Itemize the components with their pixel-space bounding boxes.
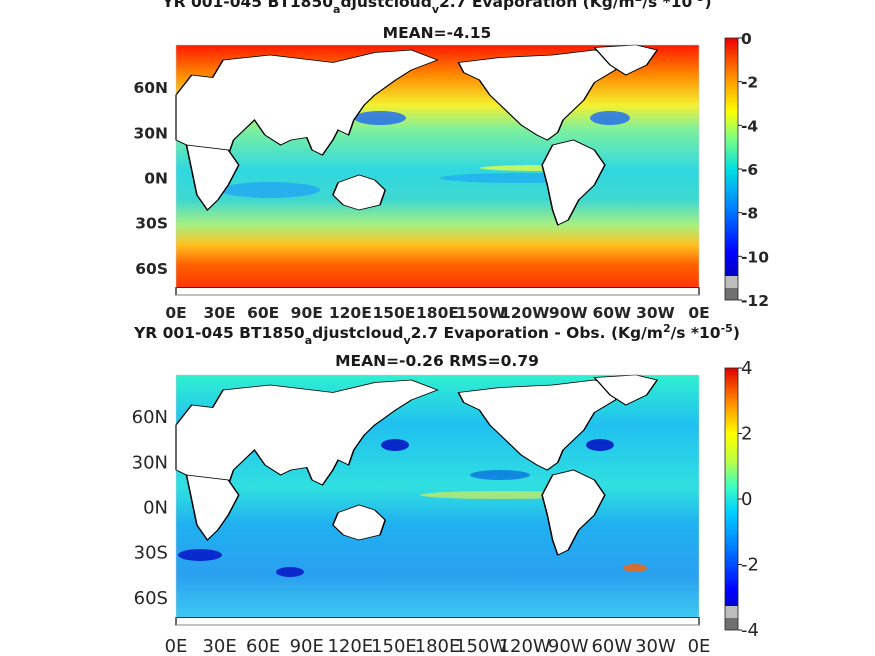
top-x-tick-label: 150W [456, 304, 505, 322]
top-y-tick-label: 60N [133, 79, 168, 97]
bottom-colorbar-gradient [725, 368, 738, 630]
top-gulfstream-feature [590, 111, 630, 125]
bottom-colorbar-tick-label: -2 [741, 555, 759, 576]
bottom-y-tick-label: 0N [143, 498, 168, 519]
top-x-tick-label: 0E [165, 304, 186, 322]
bottom-x-tick-label: 30E [202, 636, 236, 656]
top-indian-feature [220, 182, 320, 198]
top-colorbar-tick-label: -4 [741, 117, 758, 135]
top-panel: YR 001-045 BT1850adjustcloudv2.7 Evapora… [133, 0, 769, 322]
bottom-south-indian-feature [276, 567, 304, 577]
top-x-tick-label: 30E [203, 304, 235, 322]
top-colorbar-missing-dark [725, 288, 738, 300]
top-y-axis: 60N 30N 0N 30S 60S [133, 79, 168, 278]
top-x-tick-label: 150E [372, 304, 415, 322]
top-colorbar [724, 37, 739, 301]
top-x-tick-label: 90E [291, 304, 323, 322]
bottom-itcz-high [420, 491, 580, 499]
top-y-tick-label: 0N [144, 170, 168, 188]
top-colorbar-tick-label: -10 [741, 248, 769, 266]
top-colorbar-missing-light [725, 276, 738, 288]
top-x-tick-label: 120E [329, 304, 372, 322]
top-colorbar-tick-label: -8 [741, 205, 758, 223]
bottom-colorbar-tick-label: -4 [741, 620, 759, 641]
bottom-gulfstream-feature [586, 439, 614, 451]
bottom-x-tick-label: 180E [415, 636, 461, 656]
bottom-colorbar-tick-label: 0 [741, 489, 752, 510]
top-x-tick-label: 0E [688, 304, 709, 322]
top-kuroshio-feature [354, 111, 406, 125]
bottom-x-tick-label: 150E [371, 636, 417, 656]
bottom-x-tick-label: 120W [499, 636, 551, 656]
top-x-tick-label: 180E [416, 304, 459, 322]
bottom-x-tick-label: 0E [688, 636, 711, 656]
bottom-colorbar-tick-label: 2 [741, 424, 752, 445]
bottom-colorbar-ticks: 4 2 0 -2 -4 [738, 358, 759, 641]
bottom-subtitle: MEAN=-0.26 RMS=0.79 [335, 352, 539, 370]
top-subtitle: MEAN=-4.15 [383, 24, 492, 42]
bottom-y-tick-label: 60N [132, 407, 168, 428]
bottom-x-tick-label: 150W [455, 636, 507, 656]
bottom-x-tick-label: 60E [246, 636, 280, 656]
top-colorbar-tick-label: -2 [741, 74, 758, 92]
bottom-agulhas-feature [178, 549, 222, 561]
bottom-title: YR 001-045 BT1850adjustcloudv2.7 Evapora… [133, 322, 740, 347]
bottom-brazil-current-feature [623, 564, 647, 572]
top-title: YR 001-045 BT1850adjustcloudv2.7 Evapora… [161, 0, 711, 16]
bottom-x-tick-label: 60W [591, 636, 632, 656]
top-y-tick-label: 60S [135, 260, 168, 278]
bottom-x-tick-label: 90E [290, 636, 324, 656]
bottom-x-tick-label: 120E [327, 636, 373, 656]
top-colorbar-tick-label: 0 [741, 30, 752, 48]
bottom-colorbar-tick-label: 4 [741, 358, 752, 379]
bottom-panel: YR 001-045 BT1850adjustcloudv2.7 Evapora… [132, 322, 759, 656]
bottom-y-tick-label: 60S [134, 588, 168, 609]
bottom-map-frame [175, 374, 700, 626]
top-x-tick-label: 30W [636, 304, 675, 322]
top-map [176, 45, 699, 295]
top-x-tick-label: 90W [549, 304, 588, 322]
bottom-x-tick-label: 90W [548, 636, 589, 656]
top-colorbar-tick-label: -6 [741, 161, 758, 179]
bottom-pacific-low [470, 470, 530, 480]
bottom-colorbar [724, 367, 739, 631]
top-x-tick-label: 60W [592, 304, 631, 322]
top-y-tick-label: 30S [135, 215, 168, 233]
top-x-tick-label: 60E [247, 304, 279, 322]
bottom-x-tick-label: 0E [165, 636, 188, 656]
bottom-colorbar-missing-light [725, 606, 738, 618]
top-colorbar-tick-label: -12 [741, 292, 769, 310]
top-y-tick-label: 30N [133, 124, 168, 142]
top-colorbar-ticks: 0 -2 -4 -6 -8 -10 -12 [738, 30, 769, 310]
bottom-kuroshio-feature [381, 439, 409, 451]
bottom-colorbar-missing-dark [725, 618, 738, 630]
bottom-y-tick-label: 30N [132, 452, 168, 473]
bottom-y-tick-label: 30S [134, 543, 168, 564]
bottom-map [176, 375, 699, 625]
bottom-y-axis: 60N 30N 0N 30S 60S [132, 407, 168, 609]
top-colorbar-gradient [725, 38, 738, 300]
top-map-frame [175, 44, 700, 296]
bottom-x-tick-label: 30W [635, 636, 676, 656]
top-x-tick-label: 120W [500, 304, 549, 322]
